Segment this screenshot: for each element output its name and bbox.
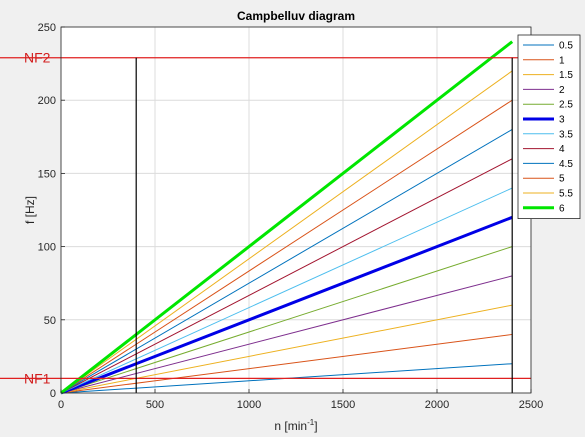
reference-lines — [0, 57, 531, 393]
legend-label-4: 4 — [559, 144, 565, 155]
x-tick-label: 0 — [58, 399, 64, 411]
legend-label-4.5: 4.5 — [559, 159, 573, 170]
x-axis-label-sup: -1 — [307, 418, 315, 427]
y-tick-label: 100 — [38, 242, 56, 254]
x-axis-label-main: n [min — [274, 419, 307, 433]
y-tick-label: 200 — [38, 95, 56, 107]
chart-title: Campbelluv diagram — [237, 9, 355, 23]
nf-label-NF2: NF2 — [24, 50, 51, 66]
legend-box — [517, 34, 581, 220]
legend-label-2: 2 — [559, 85, 565, 96]
legend: 0.5 1 1.5 2 2.5 3 3.5 4 4.5 5 5.5 6 — [517, 34, 581, 220]
x-axis-label: n [min-1] — [274, 418, 317, 433]
legend-label-6: 6 — [559, 203, 565, 214]
x-tick-label: 500 — [146, 399, 164, 411]
nf-label-NF1: NF1 — [24, 370, 51, 386]
x-axis-label-end: ] — [314, 419, 317, 433]
legend-label-3.5: 3.5 — [559, 129, 573, 140]
legend-label-1.5: 1.5 — [559, 70, 573, 81]
legend-label-2.5: 2.5 — [559, 100, 573, 111]
y-tick-label: 0 — [50, 388, 56, 400]
legend-label-3: 3 — [559, 115, 565, 126]
nf-labels: NF2 NF1 — [24, 50, 51, 387]
x-tick-label: 2000 — [425, 399, 449, 411]
legend-label-0.5: 0.5 — [559, 41, 573, 52]
y-axis-label: f [Hz] — [23, 196, 37, 224]
y-tick-label: 250 — [38, 22, 56, 34]
axis-ticks: 0 500 1000 1500 2000 2500 0 50 100 150 200 250 — [38, 22, 544, 411]
y-tick-label: 150 — [38, 168, 56, 180]
y-tick-label: 50 — [44, 315, 56, 327]
legend-label-1: 1 — [559, 55, 565, 66]
x-tick-label: 1000 — [237, 399, 261, 411]
x-tick-label: 2500 — [519, 399, 543, 411]
legend-label-5: 5 — [559, 174, 565, 185]
x-tick-label: 1500 — [331, 399, 355, 411]
legend-label-5.5: 5.5 — [559, 189, 573, 200]
